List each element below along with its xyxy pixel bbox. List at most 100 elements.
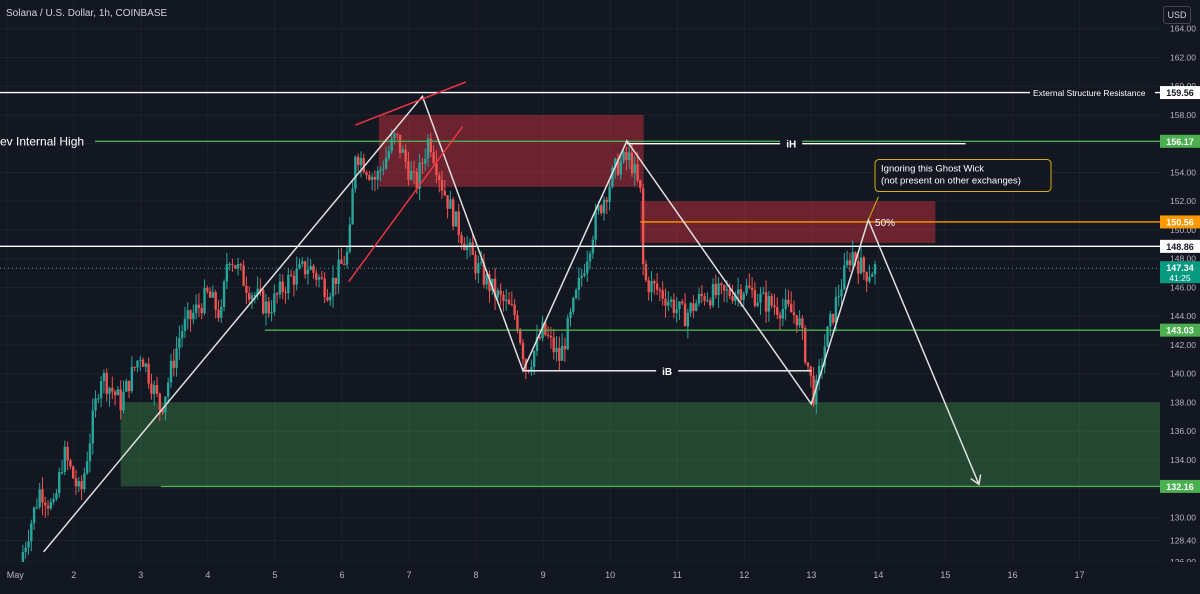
- candle-body: [334, 277, 338, 284]
- candle-body: [390, 138, 393, 152]
- candle-body: [692, 303, 695, 311]
- candle-body: [133, 366, 136, 368]
- candle-body: [449, 199, 452, 209]
- candle-body: [270, 312, 273, 314]
- candle-body: [647, 280, 650, 293]
- candle-body: [465, 245, 469, 251]
- candle-body: [583, 273, 586, 276]
- candle-body: [695, 303, 698, 311]
- candle-body: [795, 315, 799, 326]
- candle-body: [348, 224, 351, 252]
- time-tick-label: 7: [407, 570, 412, 580]
- candle-body: [594, 210, 597, 240]
- candle-body: [446, 195, 449, 209]
- time-scale[interactable]: May 2 3 4 5 6 7 8 9 10 11 12 13 14 15 16 17: [0, 562, 1200, 589]
- candle-body: [577, 277, 581, 290]
- candle-body: [580, 275, 583, 278]
- time-tick-label: 11: [673, 570, 682, 580]
- candle-body: [169, 360, 173, 383]
- candle-body: [340, 259, 343, 264]
- candle-body: [315, 272, 318, 280]
- candle-body: [616, 158, 620, 175]
- candle-body: [485, 274, 488, 285]
- candle-body: [38, 489, 41, 508]
- candle-body: [837, 296, 840, 298]
- candle-body: [510, 304, 514, 306]
- candle-body: [147, 363, 150, 384]
- candle-body: [627, 152, 631, 160]
- candle-body: [155, 384, 159, 394]
- candle-body: [58, 472, 61, 494]
- candle-body: [493, 278, 497, 298]
- level-price-label: 148.86: [1166, 242, 1194, 252]
- candle-body: [30, 523, 33, 542]
- candle-body: [770, 295, 773, 306]
- callout-line-2: (not present on other exchanges): [881, 176, 1021, 187]
- candle-body: [499, 290, 502, 295]
- candle-body: [217, 309, 220, 318]
- candle-body: [320, 277, 324, 279]
- candle-body: [658, 289, 662, 291]
- candle-body: [119, 389, 122, 411]
- candle-body: [85, 461, 89, 474]
- candle-body: [248, 293, 251, 300]
- candle-body: [127, 380, 131, 392]
- candle-body: [781, 308, 785, 319]
- callout-line-1: Ignoring this Ghost Wick: [881, 164, 984, 175]
- candle-body: [482, 262, 486, 285]
- candle-body: [429, 138, 433, 153]
- current-price-label: 147.34: [1166, 263, 1194, 273]
- candle-body: [66, 446, 69, 461]
- candle-body: [424, 158, 427, 164]
- candle-body: [122, 391, 125, 411]
- candle-body: [700, 293, 704, 297]
- time-tick-label: 6: [339, 570, 344, 580]
- fifty-percent-label: 50%: [875, 218, 895, 229]
- candle-body: [278, 281, 282, 295]
- candle-body: [764, 292, 768, 312]
- candle-body: [55, 493, 58, 500]
- candle-body: [790, 304, 793, 313]
- candle-body: [717, 283, 720, 296]
- price-tick-label: 154.00: [1170, 167, 1196, 177]
- candle-body: [851, 252, 854, 266]
- candle-body: [261, 290, 265, 314]
- level-price-label-bg: [1160, 323, 1200, 337]
- current-price-label-bg: [1160, 261, 1200, 284]
- candle-body: [102, 373, 106, 382]
- candle-body: [317, 277, 321, 280]
- candle-body: [426, 138, 430, 159]
- time-tick-label: 15: [940, 570, 950, 580]
- price-scale[interactable]: 164.00162.00160.00158.00156.00154.00152.…: [1160, 0, 1200, 567]
- candle-body: [619, 161, 622, 175]
- candle-body: [722, 285, 726, 291]
- time-tick-label: 5: [272, 570, 277, 580]
- candle-body: [351, 188, 354, 225]
- candle-body: [555, 347, 558, 353]
- price-tick-label: 136.00: [1170, 426, 1196, 436]
- candle-body: [826, 326, 829, 347]
- candle-body: [862, 257, 866, 273]
- time-tick-label: 4: [205, 570, 210, 580]
- candle-body: [600, 205, 603, 214]
- candle-body: [113, 391, 117, 396]
- time-tick-label: 13: [806, 570, 816, 580]
- candle-body: [672, 299, 676, 313]
- currency-button[interactable]: USD: [1163, 6, 1191, 24]
- candle-body: [362, 158, 365, 173]
- trend-line-2: [348, 126, 464, 283]
- candle-body: [546, 334, 550, 337]
- candle-body: [479, 262, 483, 264]
- candle-body: [298, 263, 301, 269]
- candle-body: [220, 306, 223, 318]
- candle-body: [69, 460, 72, 467]
- candle-body: [21, 552, 25, 562]
- candle-body: [784, 299, 787, 309]
- candle-body: [572, 297, 575, 312]
- candle-body: [586, 261, 589, 274]
- candle-body: [203, 287, 206, 314]
- candle-body: [275, 293, 279, 295]
- candle-body: [655, 283, 659, 290]
- candle-body: [454, 211, 458, 227]
